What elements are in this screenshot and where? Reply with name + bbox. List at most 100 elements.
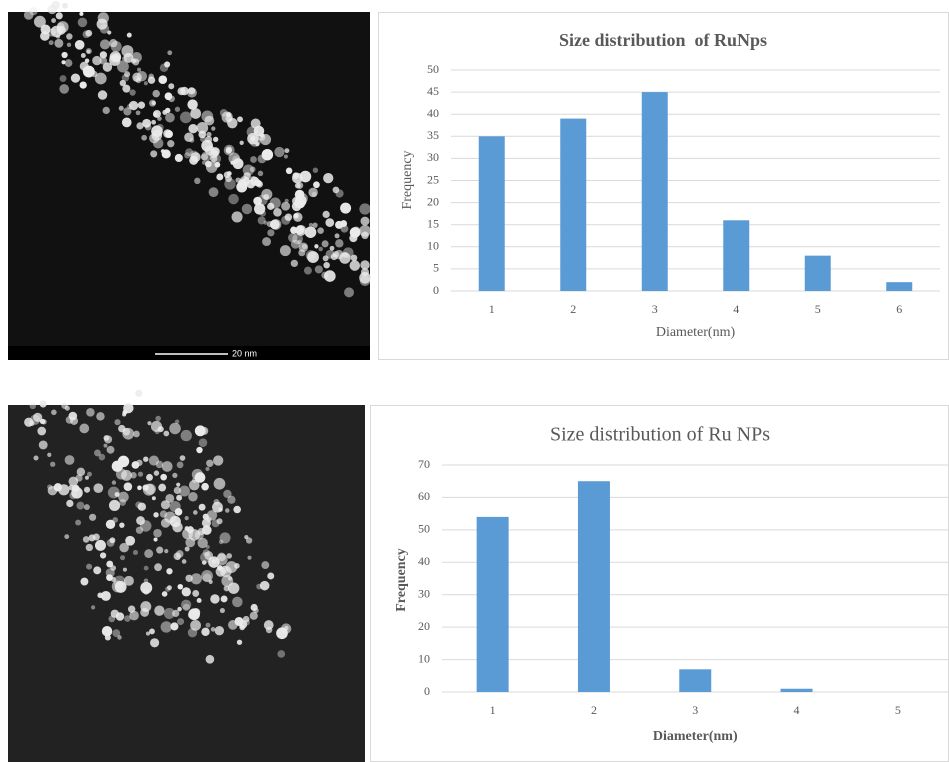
particle [274,146,285,158]
particle [96,412,105,421]
particle [106,539,115,547]
particle [119,542,129,553]
particle [116,60,129,73]
particle [137,502,147,511]
particle [167,585,172,591]
particle [172,522,183,533]
particle [201,518,211,528]
particle [161,461,173,472]
particle [235,177,241,183]
particle [51,18,57,23]
particle [225,146,233,153]
particle [234,563,240,569]
x-tick-label: 4 [733,302,739,316]
particle [118,491,129,503]
x-tick-label: 5 [815,302,821,316]
particle [263,620,274,630]
particle [153,138,164,149]
particle [110,609,119,618]
particle [181,587,191,597]
particle [228,193,239,205]
x-tick-label: 6 [896,302,902,316]
particle [74,39,85,50]
particle [290,226,298,234]
particle [143,456,149,462]
particle [123,575,134,586]
particle [181,599,192,610]
particle [47,484,53,490]
particle [84,475,89,480]
particle [59,84,70,94]
particle [246,179,256,189]
particle [202,549,210,557]
particle [168,83,175,90]
particle [61,60,66,65]
y-tick-label: 0 [433,283,439,297]
x-tick-label: 1 [489,302,495,316]
particle [119,522,125,528]
particle [227,582,240,594]
particle [119,79,127,87]
particle [334,233,340,239]
x-tick-label: 5 [895,703,901,717]
particle [123,52,134,63]
particle [76,501,85,510]
particle [99,51,108,59]
particle [359,224,371,237]
particle [296,181,304,189]
particle [236,639,243,645]
particle [146,473,153,481]
particle [194,472,206,483]
particle [161,591,168,597]
particle [172,472,178,479]
particle [66,42,72,48]
particle [298,242,309,253]
particle [118,424,126,433]
particle [112,629,121,638]
particle [191,608,201,617]
particle [156,546,164,554]
particle [196,446,203,454]
particle [179,455,186,461]
chart-panel [370,405,949,762]
particle [61,402,68,409]
particle [211,126,216,131]
particle [214,151,219,156]
particle [340,202,352,214]
particle [99,57,108,65]
particle [250,118,261,129]
particle [190,573,202,585]
x-tick-label: 2 [591,703,597,717]
y-tick-label: 60 [418,489,430,503]
particle [256,583,262,590]
particle [359,203,371,215]
particle [83,504,90,511]
particle [109,39,118,48]
particle [314,244,319,249]
particle [219,109,228,117]
particle [59,75,67,83]
particle [85,543,94,552]
particle [213,477,226,490]
particle [153,512,159,518]
particle [330,253,338,261]
particle [137,67,142,72]
particle [193,510,198,515]
particle [168,95,175,103]
particle [172,609,180,618]
particle [121,56,128,62]
particle [125,535,136,546]
particle [210,147,220,157]
particle [80,577,89,586]
particle [295,225,305,235]
particle [118,105,124,111]
particle [350,254,358,262]
y-tick-label: 30 [418,586,430,600]
particle [242,615,250,623]
particle [228,620,238,630]
particle [111,460,123,472]
particle [142,483,155,496]
particle [106,445,115,454]
y-tick-label: 45 [427,84,439,98]
